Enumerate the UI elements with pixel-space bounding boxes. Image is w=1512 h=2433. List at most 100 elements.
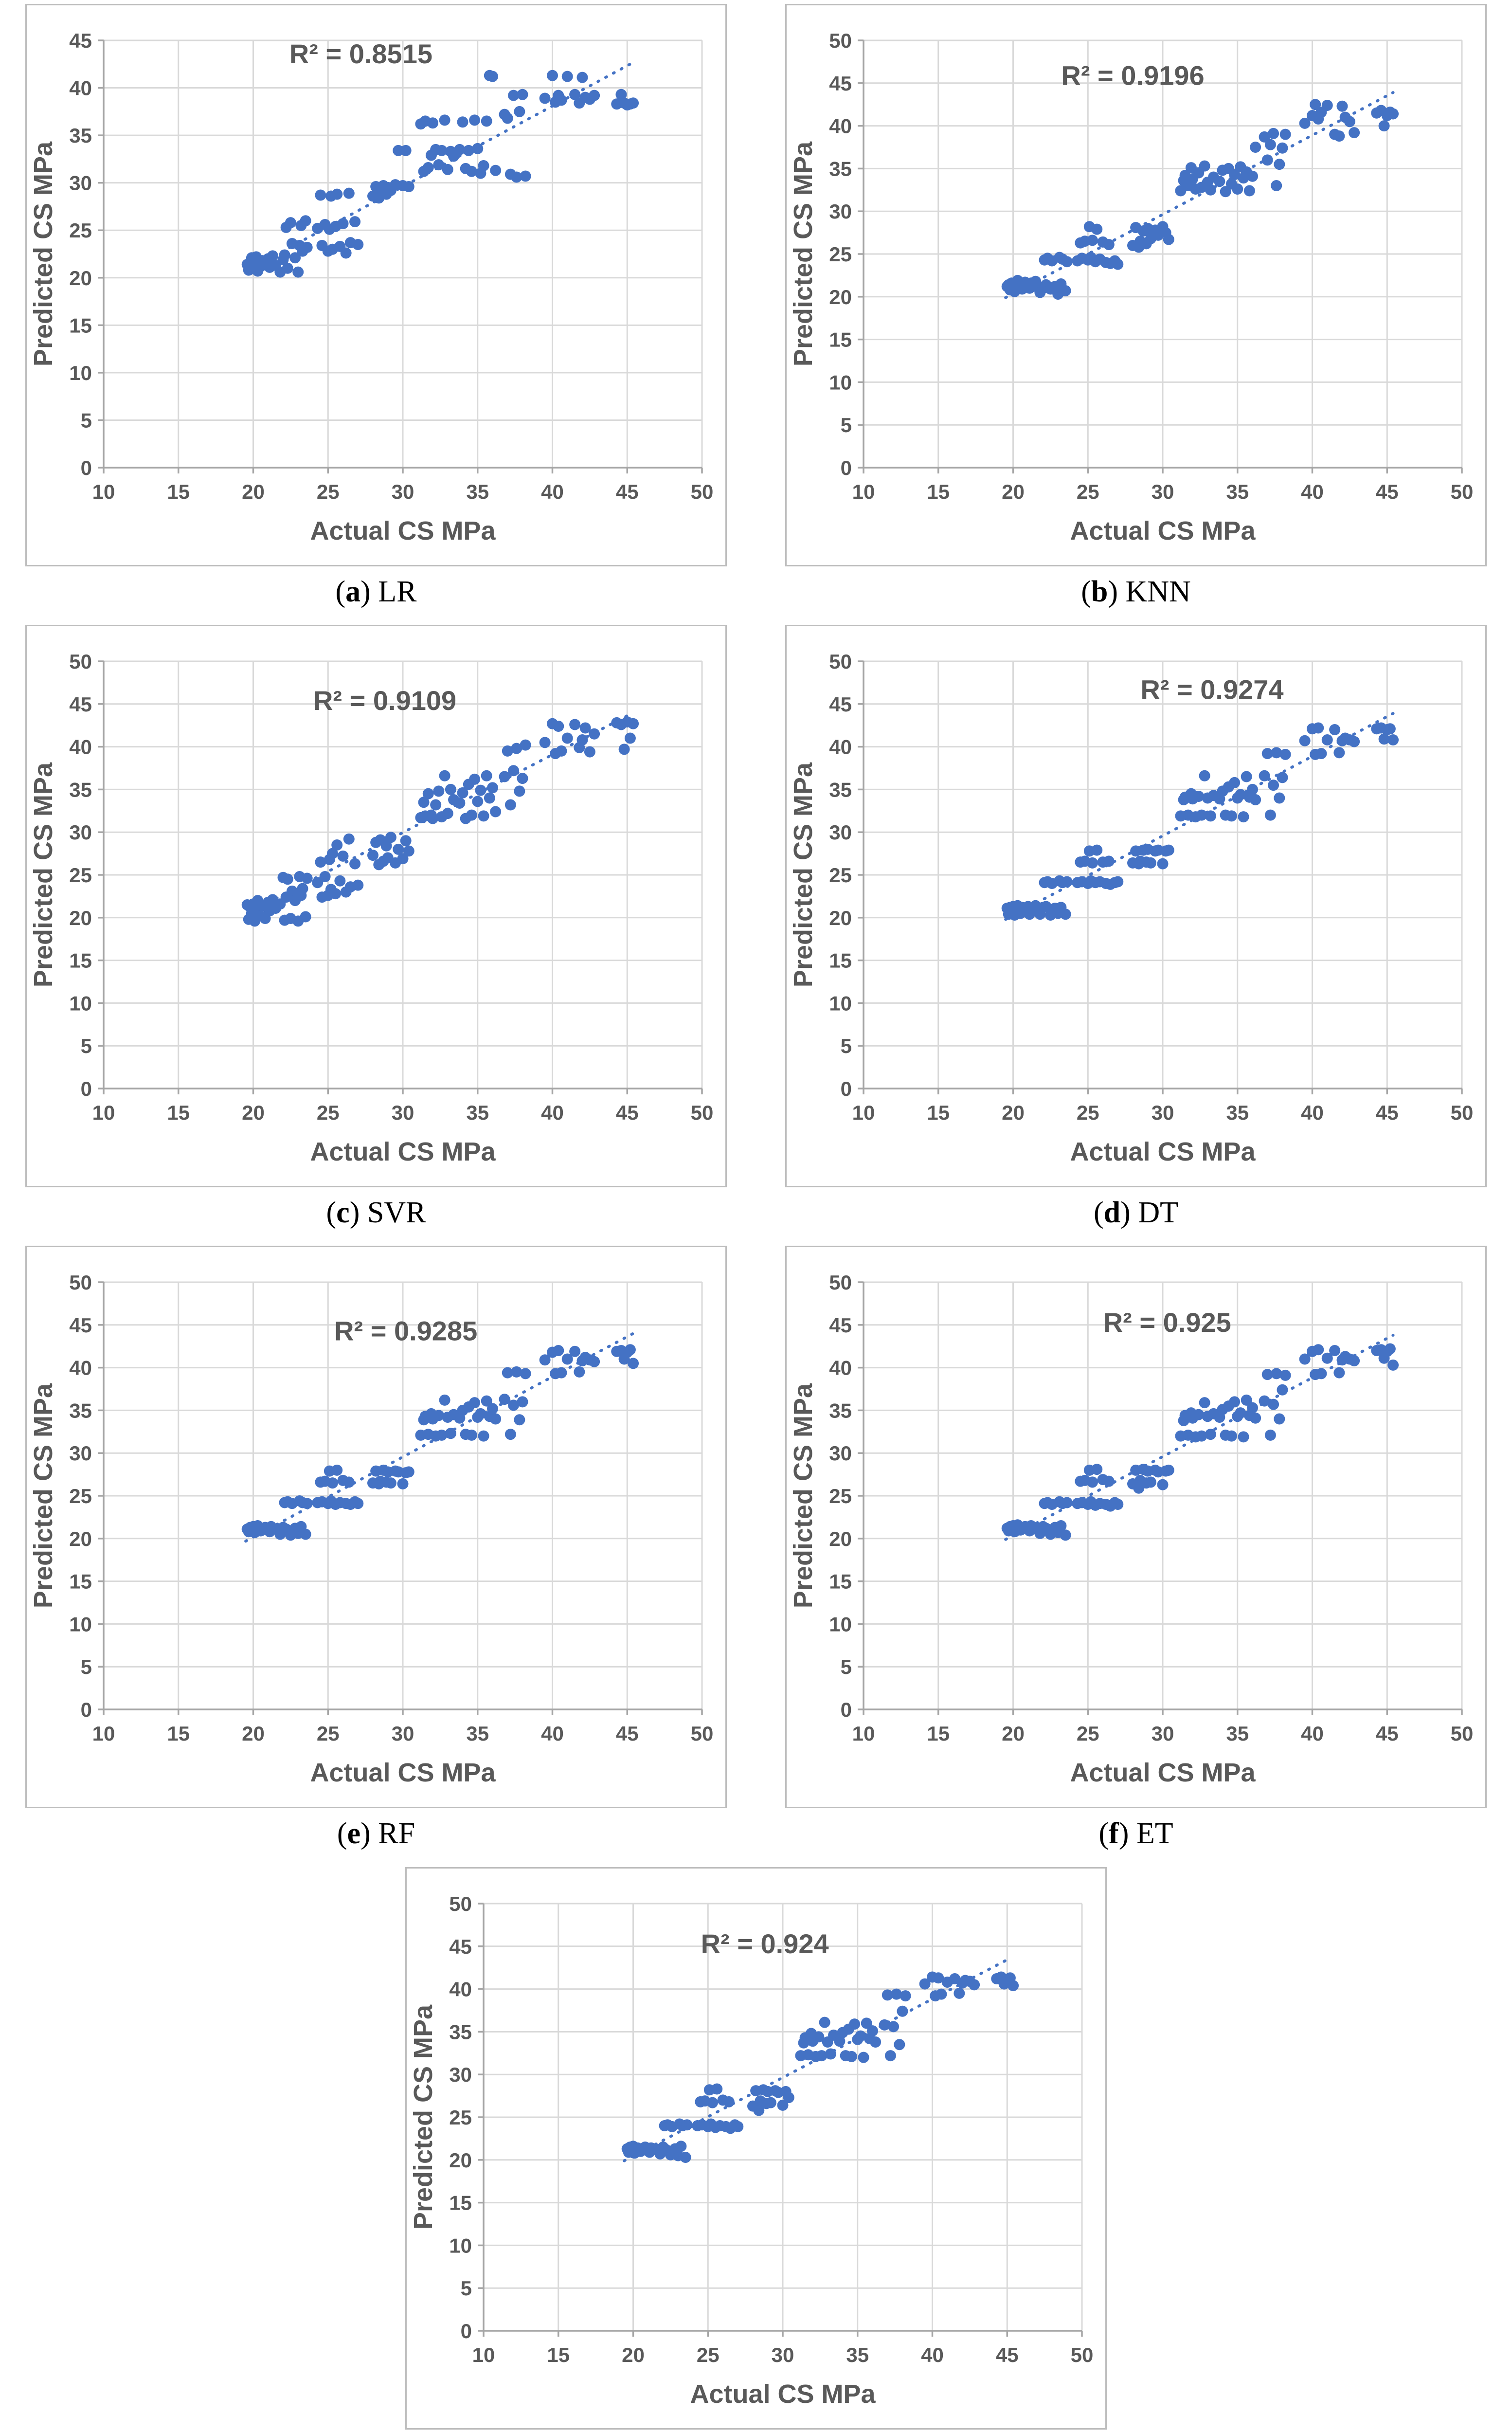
svg-text:40: 40 <box>69 736 92 759</box>
svg-text:0: 0 <box>81 456 92 479</box>
gridlines <box>483 1903 1083 2332</box>
svg-text:50: 50 <box>691 1722 714 1745</box>
svg-text:50: 50 <box>691 1101 714 1124</box>
svg-text:0: 0 <box>841 456 852 479</box>
svg-text:50: 50 <box>69 1271 92 1294</box>
scatter-points <box>1001 1343 1399 1541</box>
scatter-points <box>241 70 639 278</box>
scatter-points <box>1001 722 1399 921</box>
caption-model-label: KNN <box>1125 575 1191 608</box>
svg-text:45: 45 <box>449 1935 472 1958</box>
svg-text:30: 30 <box>392 480 414 503</box>
svg-text:5: 5 <box>81 1656 92 1679</box>
svg-text:10: 10 <box>69 1613 92 1636</box>
svg-text:25: 25 <box>69 1485 92 1507</box>
svg-text:15: 15 <box>927 1101 950 1124</box>
figure-panel-e: 0 5 10 15 20 25 30 35 40 45 50 10 15 20 25 30 35 40 45 50 Ac… <box>25 1246 727 1854</box>
chart-panel-knn: 0 5 10 15 20 25 30 35 40 45 50 10 15 20 25 30 35 40 45 50 Ac… <box>785 4 1487 566</box>
svg-text:45: 45 <box>829 72 852 95</box>
y-axis-title: Predicted CS MPa <box>789 762 818 987</box>
svg-text:40: 40 <box>541 1722 564 1745</box>
scatter-plot-et: 0 5 10 15 20 25 30 35 40 45 50 10 15 20 25 30 35 40 45 50 Ac… <box>789 1271 1473 1787</box>
y-axis-title: Predicted CS MPa <box>409 2004 438 2230</box>
figure-panel-a: 0 5 10 15 20 25 30 35 40 45 10 15 20 25 30 35 40 45 50 Actu… <box>25 4 727 612</box>
svg-text:20: 20 <box>69 267 92 290</box>
svg-text:10: 10 <box>449 2234 472 2257</box>
figure-row: 0 5 10 15 20 25 30 35 40 45 50 10 15 20 25 30 35 40 45 50 Ac… <box>25 625 1487 1233</box>
svg-text:45: 45 <box>1376 1722 1399 1745</box>
svg-text:30: 30 <box>1152 1101 1174 1124</box>
svg-text:40: 40 <box>829 115 852 138</box>
svg-text:35: 35 <box>1226 1101 1249 1124</box>
panel-caption-d: (d) DT <box>1094 1196 1178 1230</box>
figure-row: 0 5 10 15 20 25 30 35 40 45 50 10 15 20 25 30 35 40 45 50 Ac… <box>405 1867 1107 2433</box>
tick-labels: 0 5 10 15 20 25 30 35 40 45 50 10 15 20 25 30 35 40 45 50 <box>829 29 1473 503</box>
gridlines <box>863 39 1463 469</box>
gridlines <box>103 1281 703 1710</box>
svg-text:10: 10 <box>92 1101 115 1124</box>
svg-text:20: 20 <box>69 907 92 929</box>
caption-letter: b <box>1091 575 1108 608</box>
svg-text:15: 15 <box>69 1570 92 1593</box>
svg-text:20: 20 <box>242 1722 265 1745</box>
svg-text:25: 25 <box>829 243 852 266</box>
svg-text:25: 25 <box>1077 1722 1099 1745</box>
svg-text:45: 45 <box>1376 1101 1399 1124</box>
r2-annotation: R² = 0.9196 <box>1061 60 1204 91</box>
svg-text:30: 30 <box>1152 1722 1174 1745</box>
tick-labels: 0 5 10 15 20 25 30 35 40 45 50 10 15 20 25 30 35 40 45 50 <box>69 650 713 1124</box>
caption-letter: f <box>1109 1817 1119 1851</box>
y-axis-title: Predicted CS MPa <box>789 1383 818 1608</box>
svg-text:40: 40 <box>541 1101 564 1124</box>
svg-text:45: 45 <box>616 1101 639 1124</box>
svg-text:5: 5 <box>841 1035 852 1057</box>
r2-annotation: R² = 0.925 <box>1103 1307 1231 1338</box>
svg-text:5: 5 <box>461 2277 472 2300</box>
svg-text:5: 5 <box>841 1656 852 1679</box>
figure-panel-b: 0 5 10 15 20 25 30 35 40 45 50 10 15 20 25 30 35 40 45 50 Ac… <box>785 4 1487 612</box>
r2-annotation: R² = 0.9285 <box>334 1316 477 1346</box>
caption-model-label: ET <box>1136 1817 1173 1851</box>
svg-text:30: 30 <box>69 1442 92 1465</box>
svg-text:35: 35 <box>829 1399 852 1422</box>
svg-text:20: 20 <box>622 2343 645 2366</box>
svg-text:30: 30 <box>449 2063 472 2086</box>
chart-panel-gbr: 0 5 10 15 20 25 30 35 40 45 50 10 15 20 25 30 35 40 45 50 Ac… <box>405 1867 1107 2430</box>
svg-text:15: 15 <box>167 1101 190 1124</box>
x-axis-title: Actual CS MPa <box>310 1758 496 1787</box>
svg-text:30: 30 <box>392 1722 414 1745</box>
svg-text:40: 40 <box>1301 1101 1324 1124</box>
figure-row: 0 5 10 15 20 25 30 35 40 45 10 15 20 25 30 35 40 45 50 Actu… <box>25 4 1487 612</box>
axis-lines <box>98 1281 703 1716</box>
scatter-plot-gbr: 0 5 10 15 20 25 30 35 40 45 50 10 15 20 25 30 35 40 45 50 Ac… <box>409 1892 1093 2409</box>
figure-panel-d: 0 5 10 15 20 25 30 35 40 45 50 10 15 20 25 30 35 40 45 50 Ac… <box>785 625 1487 1233</box>
svg-text:15: 15 <box>829 1570 852 1593</box>
svg-text:0: 0 <box>841 1077 852 1100</box>
svg-text:35: 35 <box>69 779 92 801</box>
svg-text:45: 45 <box>69 29 92 52</box>
tick-labels: 0 5 10 15 20 25 30 35 40 45 50 10 15 20 25 30 35 40 45 50 <box>69 1271 713 1745</box>
tick-labels: 0 5 10 15 20 25 30 35 40 45 50 10 15 20 25 30 35 40 45 50 <box>829 1271 1473 1745</box>
r2-annotation: R² = 0.9274 <box>1140 674 1283 705</box>
svg-text:10: 10 <box>852 1101 875 1124</box>
svg-text:45: 45 <box>69 1314 92 1337</box>
caption-model-label: LR <box>378 575 417 608</box>
x-axis-title: Actual CS MPa <box>1070 1137 1256 1166</box>
svg-text:35: 35 <box>829 157 852 180</box>
svg-text:10: 10 <box>829 992 852 1015</box>
svg-text:25: 25 <box>69 864 92 887</box>
axis-lines <box>478 1902 1083 2337</box>
svg-text:10: 10 <box>472 2343 495 2366</box>
svg-text:10: 10 <box>92 1722 115 1745</box>
chart-panel-rf: 0 5 10 15 20 25 30 35 40 45 50 10 15 20 25 30 35 40 45 50 Ac… <box>25 1246 727 1809</box>
svg-text:20: 20 <box>242 480 265 503</box>
gridlines <box>103 39 703 469</box>
scatter-points <box>1001 99 1399 300</box>
axis-lines <box>858 1281 1463 1716</box>
figure-row: 0 5 10 15 20 25 30 35 40 45 50 10 15 20 25 30 35 40 45 50 Ac… <box>25 1246 1487 1854</box>
figure-panel-c: 0 5 10 15 20 25 30 35 40 45 50 10 15 20 25 30 35 40 45 50 Ac… <box>25 625 727 1233</box>
svg-text:40: 40 <box>449 1978 472 2000</box>
caption-model-label: SVR <box>367 1196 426 1230</box>
svg-text:35: 35 <box>466 1101 489 1124</box>
panel-caption-e: (e) RF <box>337 1817 415 1851</box>
